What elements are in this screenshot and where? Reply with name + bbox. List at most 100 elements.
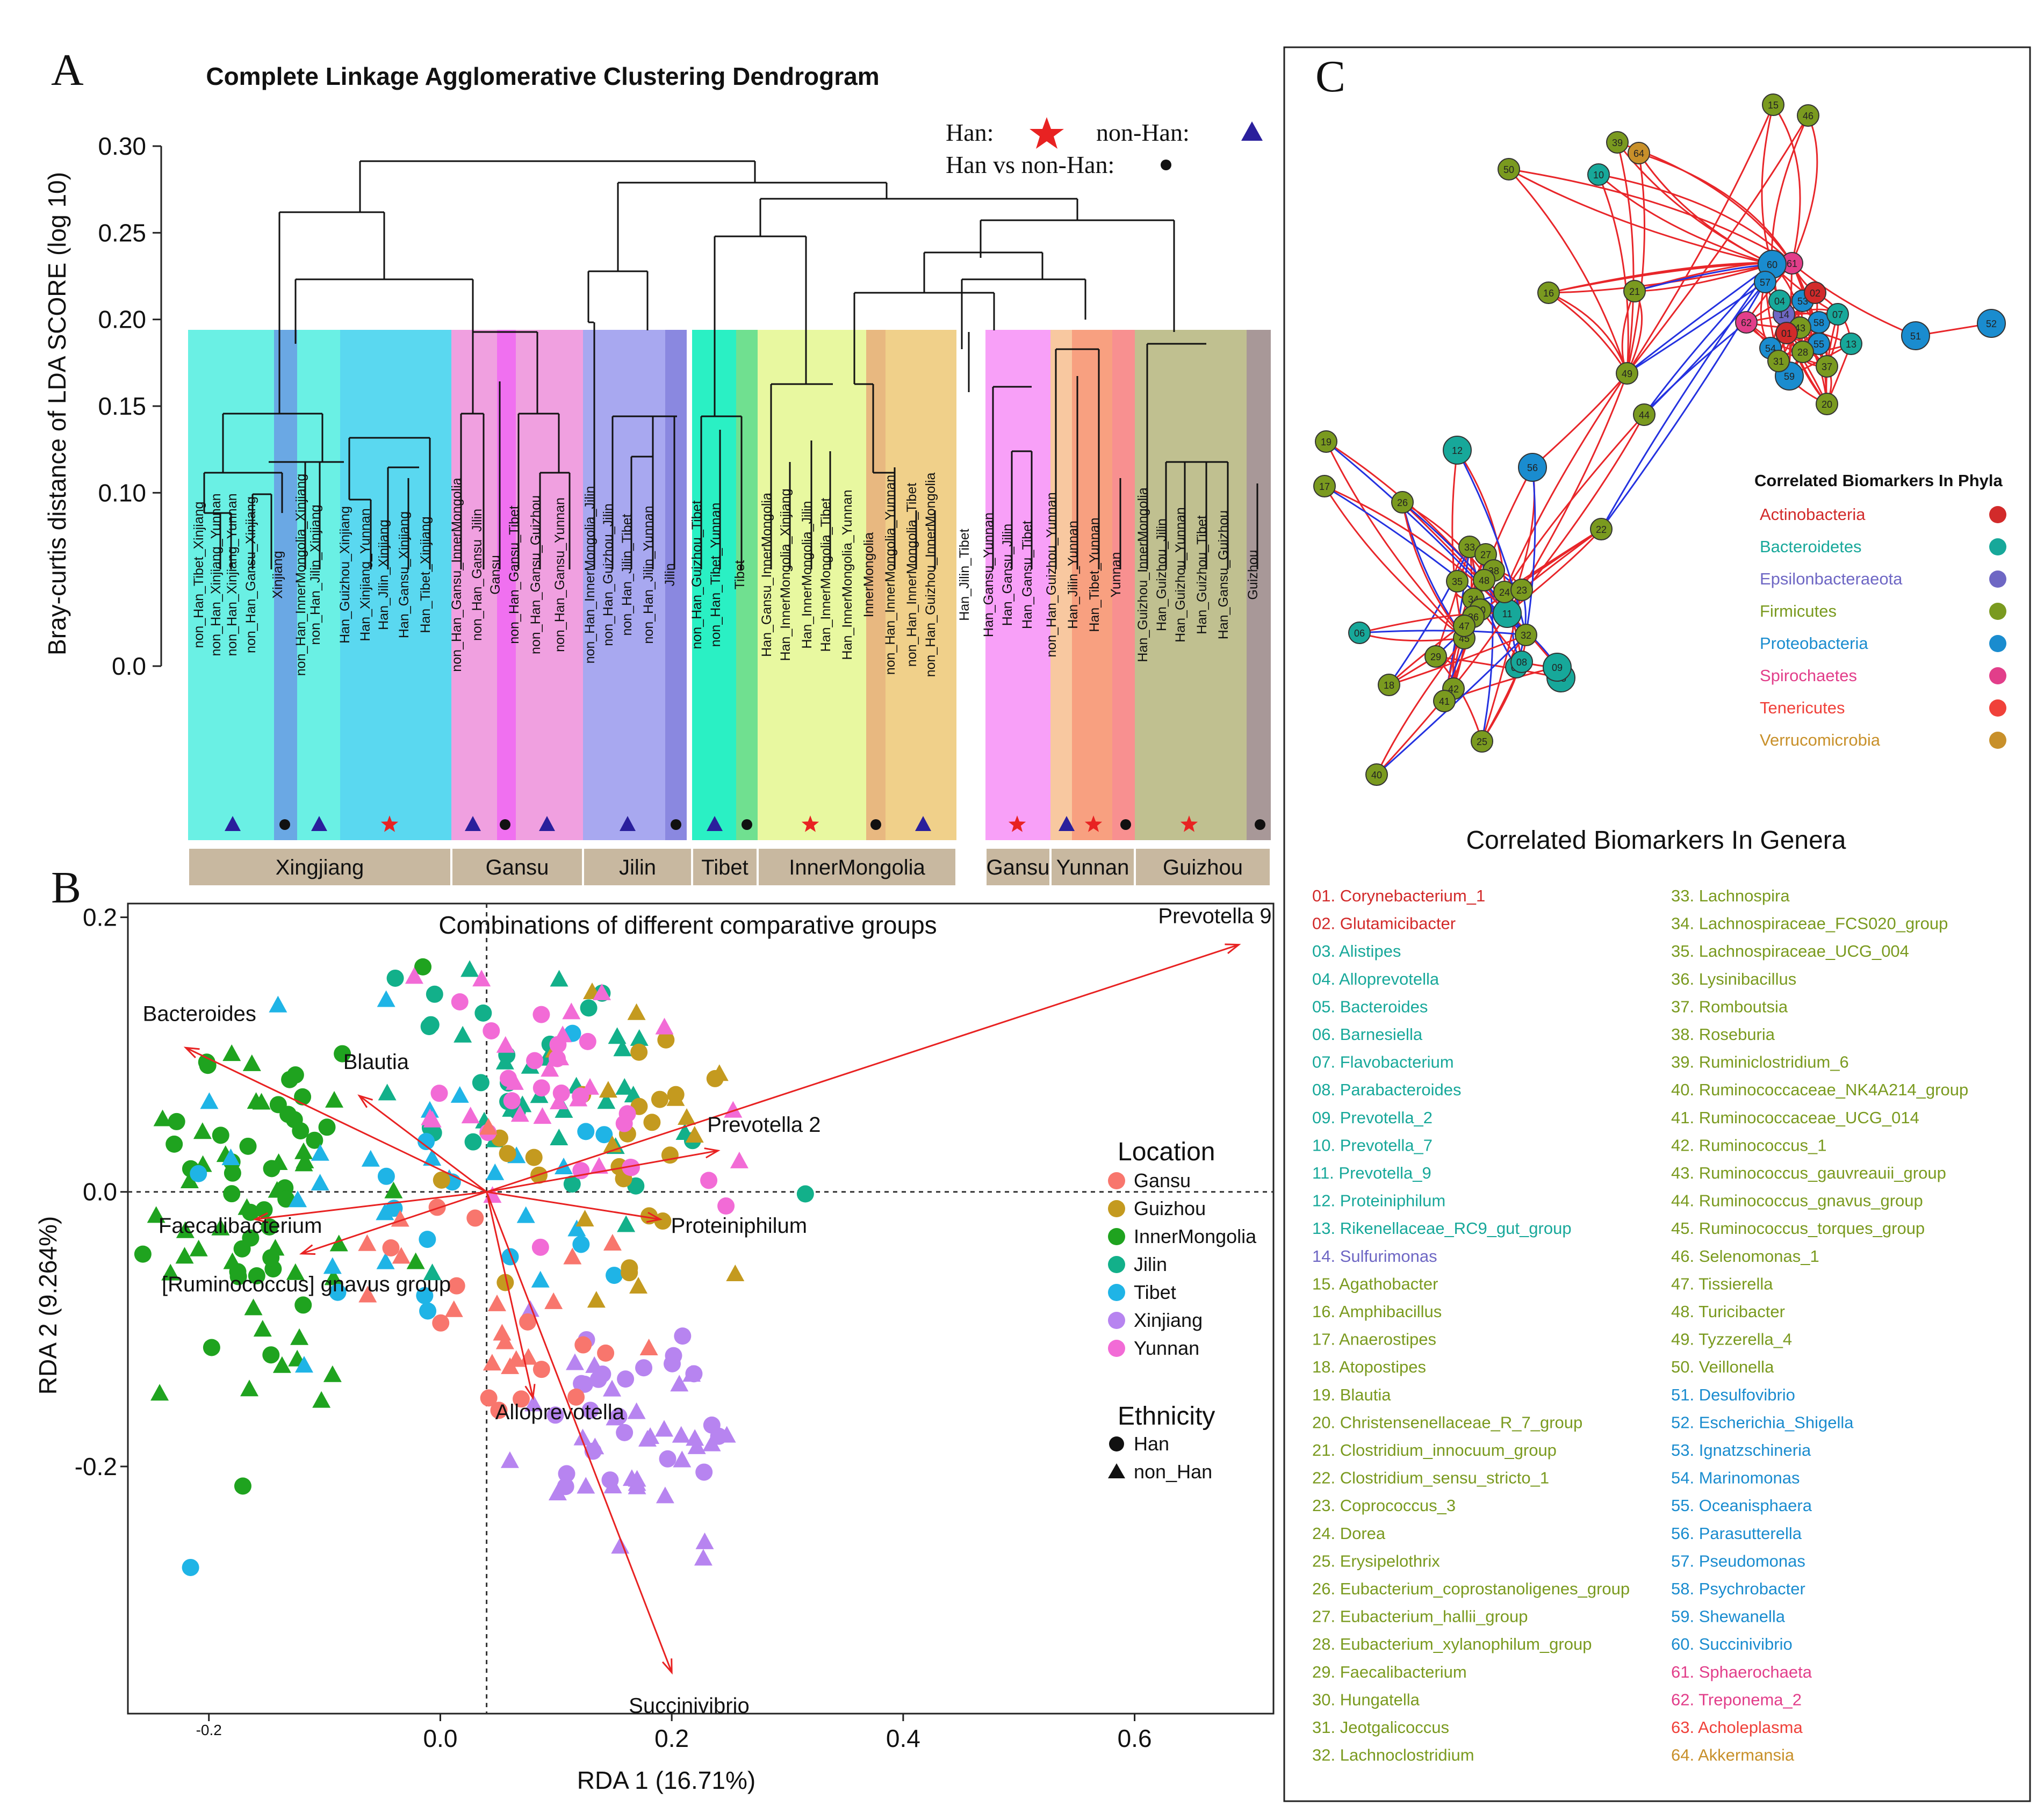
leaf-label: non_Han_InnerMongolia_Xinjiang [293, 474, 308, 676]
genus-label: 41. Ruminococcaceae_UCG_014 [1671, 1108, 1919, 1127]
arrow-head [704, 1147, 721, 1159]
point-nonhan [222, 1044, 241, 1061]
legend-swatch [1108, 1228, 1125, 1245]
y-tick-label: 0.2 [83, 904, 117, 931]
point-han [643, 1114, 661, 1131]
loading-arrow [358, 1095, 487, 1193]
loading-arrow [301, 1191, 487, 1255]
point-nonhan [550, 970, 568, 987]
genus-label: 13. Rikenellaceae_RC9_gut_group [1312, 1219, 1572, 1238]
rda-axes: -0.2 0.0 0.2 0.4 0.6 0.2 0.0 -0.2 [75, 904, 1273, 1752]
network-node-label: 58 [1813, 317, 1824, 328]
point-nonhan [253, 1320, 272, 1337]
network-node [1315, 430, 1337, 453]
legend-ethnicity-title: Ethnicity [1118, 1402, 1215, 1431]
network-edge [1597, 174, 1629, 374]
point-nonhan [175, 1247, 194, 1264]
point-han [382, 1239, 400, 1256]
network-node [1816, 355, 1838, 378]
network-node [1510, 579, 1533, 601]
network-edge [1508, 168, 1628, 374]
point-nonhan [189, 1239, 208, 1256]
genus-label: 63. Acholeplasma [1671, 1718, 1803, 1737]
leaf-label: non_Han_Tibet_Yunnan [708, 503, 723, 647]
group-bar [450, 847, 584, 887]
genus-label: 06. Barnesiella [1312, 1025, 1423, 1044]
leaf-label: Han_InnerMongolia_Yunnan [840, 490, 855, 660]
genus-label: 08. Parabacteroides [1312, 1080, 1461, 1099]
network-edge [1761, 104, 1774, 265]
point-han [695, 1463, 713, 1481]
dot-icon [1109, 1436, 1124, 1451]
star-icon [380, 815, 399, 832]
network-edge [1506, 373, 1628, 614]
color-band [297, 330, 340, 840]
network-node [1767, 350, 1790, 372]
network-node-label: 13 [1846, 339, 1856, 350]
point-nonhan [603, 1233, 622, 1251]
point-nonhan [488, 1294, 507, 1311]
network-node [1515, 624, 1537, 646]
network-edge [1376, 638, 1465, 775]
group-label: Tibet [701, 856, 748, 879]
genera-title: Correlated Biomarkers In Genera [1466, 826, 1846, 855]
point-nonhan [641, 1427, 660, 1444]
point-nonhan [150, 1384, 169, 1401]
point-han [574, 1336, 592, 1354]
point-han [233, 1240, 251, 1258]
color-band [1247, 330, 1271, 840]
network-node [1762, 93, 1784, 116]
network-node [1804, 281, 1826, 304]
point-nonhan [472, 970, 491, 987]
group-bar [1049, 847, 1136, 887]
point-han [168, 1113, 185, 1130]
leaf-label: non_Han_Xinjiang_Yunnan [208, 493, 224, 656]
star-icon [1180, 815, 1198, 832]
point-han [503, 1092, 521, 1110]
leaf-label: non_Han_Jilin_Xinjiang [308, 504, 323, 645]
leaf-label: Han_Gansu_InnerMongolia [759, 493, 774, 657]
point-nonhan [358, 1285, 377, 1303]
point-han [229, 1263, 247, 1281]
network-edge [1506, 414, 1645, 614]
leaf-label: Jilin [663, 563, 678, 586]
point-han [294, 1296, 312, 1314]
point-han [422, 1016, 440, 1034]
point-nonhan [541, 1060, 559, 1077]
color-band [188, 330, 274, 840]
point-nonhan [563, 1247, 582, 1265]
network-node [1391, 491, 1414, 514]
group-bar [1134, 847, 1272, 887]
color-band [886, 330, 956, 840]
network-node [1510, 651, 1533, 673]
point-han [606, 1267, 623, 1284]
point-han [263, 1160, 280, 1178]
network-edge [1401, 502, 1465, 639]
leaf-label: non_Han_Guizhou_Jilin [601, 503, 616, 646]
point-han [464, 1133, 482, 1151]
y-tick-label: 0.20 [98, 306, 146, 334]
point-han [182, 1558, 199, 1576]
phylum-legend-label: Actinobacteria [1760, 505, 1866, 524]
genus-label: 10. Prevotella_7 [1312, 1136, 1433, 1154]
network-node-label: 26 [1397, 497, 1408, 508]
panel-b-letter: B [51, 863, 81, 913]
legend-swatch [1108, 1172, 1125, 1189]
network-node [1473, 569, 1495, 591]
point-nonhan [376, 1252, 395, 1269]
point-han [665, 1347, 682, 1364]
color-band [758, 330, 866, 840]
legend-item-label: non_Han [1134, 1461, 1212, 1483]
point-nonhan [495, 1332, 514, 1349]
legend-item-label: Yunnan [1134, 1337, 1199, 1359]
genus-label: 39. Ruminiclostridium_6 [1671, 1053, 1849, 1072]
phylum-legend-swatch [1989, 732, 2006, 749]
point-han [579, 1032, 596, 1050]
legend-swatch [1108, 1340, 1125, 1357]
group-bar [984, 847, 1052, 887]
phylum-legend-label: Epsilonbacteraeota [1760, 569, 1903, 588]
point-han [428, 1198, 446, 1216]
point-nonhan [516, 1206, 535, 1223]
panel-c-network: C 15 46 39 64 50 10 16 21 61 60 52 51 49 44 56 12 19 17 22… [1283, 46, 2031, 1802]
leaf-label: Yunnan [1109, 552, 1124, 598]
